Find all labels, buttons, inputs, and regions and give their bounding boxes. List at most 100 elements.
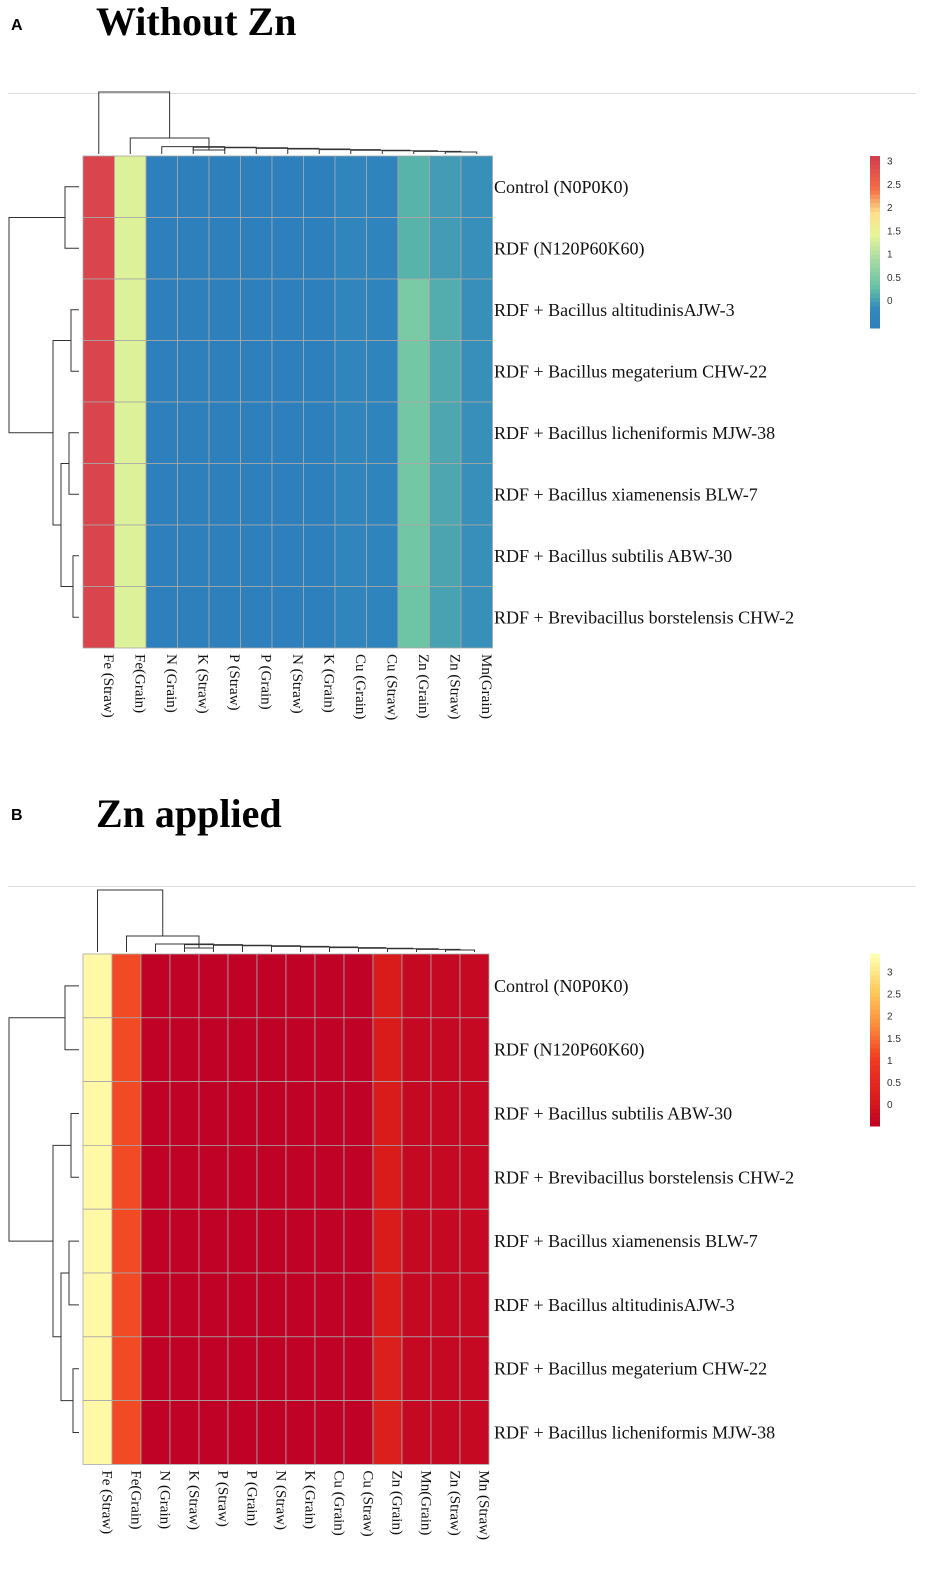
heatmap-cell	[82, 1272, 113, 1338]
legend-swatch	[870, 207, 880, 213]
heatmap-cell	[430, 1400, 461, 1465]
heatmap-cell	[343, 1145, 374, 1210]
heatmap-cell	[256, 1272, 287, 1338]
heatmap-cell	[256, 1017, 287, 1082]
heatmap-cell	[314, 1400, 345, 1465]
heatmap-cell	[145, 401, 178, 464]
heatmap-cell	[114, 155, 147, 218]
heatmap-cell	[177, 278, 210, 341]
legend-swatch	[870, 962, 880, 968]
heatmap-cell	[285, 1081, 316, 1146]
heatmap-cell	[271, 586, 304, 649]
heatmap-cell	[460, 155, 493, 218]
column-label: Zn (Straw)	[446, 654, 462, 719]
heatmap-cell	[198, 1081, 229, 1146]
panel-b-title: Zn applied	[96, 791, 282, 836]
column-label: N (Straw)	[289, 654, 305, 714]
heatmap-cell	[397, 278, 430, 341]
heatmap-cell	[314, 1336, 345, 1402]
row-label: RDF + Bacillus licheniformis MJW-38	[494, 423, 775, 443]
heatmap-cell	[177, 586, 210, 649]
heatmap-cell	[256, 1081, 287, 1146]
legend-tick-label: 3	[887, 157, 893, 168]
heatmap-cell	[145, 217, 178, 280]
heatmap-cell	[114, 340, 147, 403]
heatmap-cell	[460, 278, 493, 341]
panel-a-letter: A	[11, 17, 23, 34]
row-label: RDF + Bacillus xiamenensis BLW-7	[494, 484, 758, 504]
legend-swatch	[870, 1074, 880, 1080]
row-label: RDF + Bacillus subtilis ABW-30	[494, 1104, 732, 1124]
heatmap-cell	[82, 1208, 113, 1274]
column-label: Fe (Straw)	[100, 654, 116, 718]
legend-swatch	[870, 1087, 880, 1093]
heatmap-cell	[140, 1145, 171, 1210]
legend-swatch	[870, 319, 880, 325]
heatmap-cell	[459, 1017, 490, 1082]
heatmap-cell	[82, 1017, 113, 1082]
heatmap-cell	[429, 155, 462, 218]
row-label: RDF + Bacillus altitudinisAJW-3	[494, 1295, 735, 1315]
heatmap-cell	[177, 217, 210, 280]
column-label: Zn (Straw)	[447, 1470, 463, 1535]
heatmap-cell	[111, 1145, 142, 1210]
legend-swatch	[870, 216, 880, 221]
column-label: K (Straw)	[194, 654, 210, 714]
legend-swatch	[870, 1040, 880, 1045]
legend-swatch	[870, 1078, 880, 1084]
heatmap-cell	[430, 1336, 461, 1402]
heatmap-a: Control (N0P0K0) RDF (N120P60K60) RDF + Ba…	[8, 91, 901, 720]
heatmap-cell	[366, 340, 399, 403]
heatmap-cell	[240, 586, 273, 649]
heatmap-cell	[430, 1145, 461, 1210]
legend-swatch	[870, 1113, 880, 1118]
heatmap-cell	[198, 1400, 229, 1465]
legend-swatch	[870, 1095, 880, 1101]
heatmap-cell	[366, 155, 399, 218]
heatmap-cell	[401, 1081, 432, 1146]
legend-swatch	[870, 315, 880, 320]
panel-b-letter: B	[11, 807, 23, 824]
heatmap-cell	[111, 953, 142, 1019]
legend-swatch	[870, 306, 880, 312]
heatmap-cell	[240, 155, 273, 218]
heatmap-cell	[82, 953, 113, 1019]
heatmap-cell	[256, 1400, 287, 1465]
heatmap-cell	[256, 1208, 287, 1274]
column-label: K (Grain)	[302, 1470, 318, 1529]
legend-swatch	[870, 958, 880, 964]
heatmap-cell	[208, 524, 241, 587]
legend-swatch	[870, 229, 880, 234]
heatmap-cell	[140, 1336, 171, 1402]
heatmap-cell	[401, 1208, 432, 1274]
legend-tick-label: 1	[887, 250, 893, 261]
heatmap-cell	[82, 1400, 113, 1465]
legend-swatch	[870, 310, 880, 316]
heatmap-cell	[343, 1017, 374, 1082]
heatmap-cell	[227, 953, 258, 1019]
heatmap-cell	[314, 1208, 345, 1274]
heatmap-cell	[177, 340, 210, 403]
heatmap-cell	[366, 463, 399, 526]
heatmap-cell	[114, 278, 147, 341]
legend-swatch	[870, 194, 880, 200]
heatmap-cell	[397, 401, 430, 464]
heatmap-cell	[256, 1145, 287, 1210]
legend-swatch	[870, 1048, 880, 1054]
legend-swatch	[870, 954, 880, 959]
heatmap-cell	[111, 1400, 142, 1465]
heatmap-cell	[343, 953, 374, 1019]
heatmap-cell	[430, 953, 461, 1019]
column-label: K (Grain)	[320, 654, 336, 713]
legend-tick-label: 0.5	[887, 1078, 901, 1089]
heatmap-cell	[343, 1081, 374, 1146]
legend-swatch	[870, 1104, 880, 1110]
heatmap-b: Control (N0P0K0) RDF (N120P60K60) RDF + Ba…	[8, 889, 901, 1540]
row-label: RDF + Brevibacillus borstelensis CHW-2	[494, 607, 794, 627]
legend-swatch	[870, 1014, 880, 1019]
heatmap-cell	[208, 217, 241, 280]
heatmap-cell	[366, 401, 399, 464]
heatmap-cell	[372, 1017, 403, 1082]
heatmap-cell	[459, 1145, 490, 1210]
heatmap-cell	[114, 586, 147, 649]
